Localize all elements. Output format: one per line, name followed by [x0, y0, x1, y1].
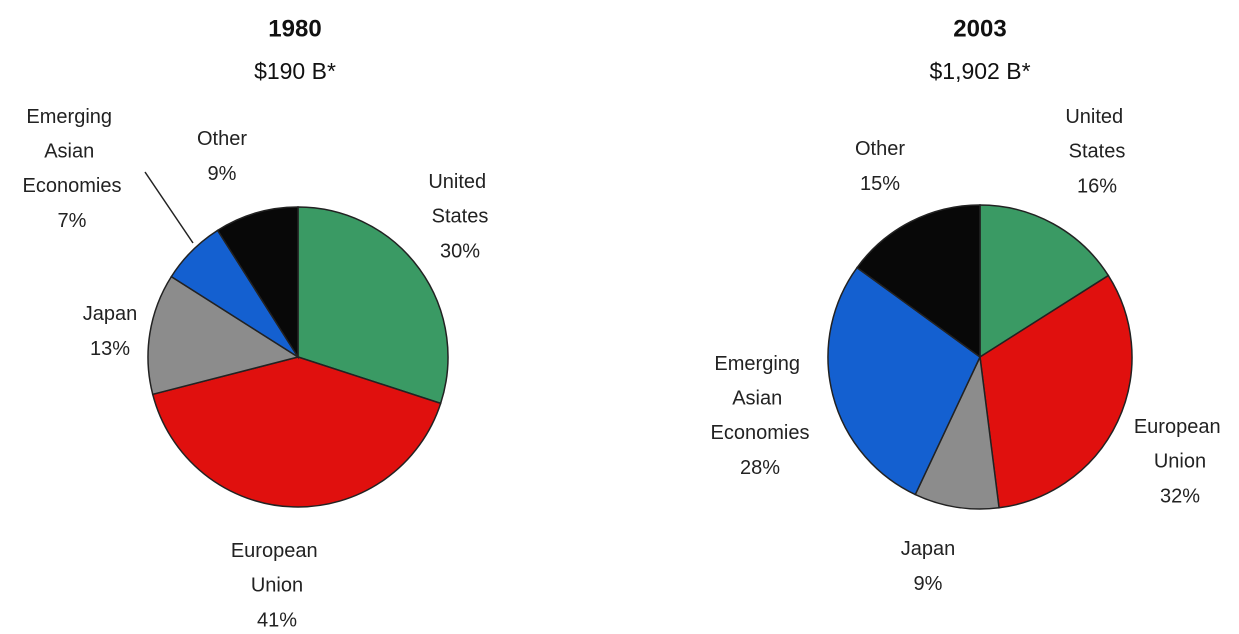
- slice-label: Japan: [901, 538, 956, 560]
- label-line: Other: [197, 128, 247, 150]
- label-line: Japan: [901, 538, 956, 560]
- slice-label: United States: [428, 171, 491, 228]
- slice-value: 9%: [914, 573, 943, 595]
- label-line: Union: [251, 575, 303, 597]
- slice-value: 13%: [90, 338, 130, 360]
- slice-value: 15%: [860, 173, 900, 195]
- slice-label: Other: [197, 128, 247, 150]
- chart-subtitle: $1,902 B*: [929, 58, 1030, 84]
- slice-label: European Union: [1134, 416, 1226, 473]
- label-line: Union: [1154, 451, 1206, 473]
- label-line: Economies: [23, 175, 122, 197]
- label-line: United: [428, 171, 491, 193]
- label-line: Other: [855, 138, 905, 160]
- chart-title: 2003: [953, 15, 1006, 42]
- label-line: States: [432, 206, 489, 228]
- slice-value: 16%: [1077, 175, 1117, 197]
- label-line: States: [1069, 141, 1126, 163]
- pie-slice: [147, 275, 300, 396]
- slice-label: European Union: [231, 540, 323, 597]
- pie-slice: [151, 356, 442, 508]
- pie-slice: [914, 354, 1000, 510]
- slice-value: 28%: [740, 457, 780, 479]
- label-line: Japan: [83, 303, 138, 325]
- label-line: European: [231, 540, 323, 562]
- slice-value: 32%: [1160, 485, 1200, 507]
- label-line: Economies: [711, 422, 810, 444]
- pie-slice: [979, 204, 1110, 359]
- pie-slice: [827, 266, 981, 496]
- slice-value: 7%: [58, 210, 87, 232]
- pie-slice: [216, 206, 299, 360]
- label-line: Emerging: [26, 106, 117, 128]
- slice-value: 30%: [440, 240, 480, 262]
- label-line: United: [1065, 106, 1128, 128]
- label-line: Emerging: [714, 353, 805, 375]
- pie-slice: [297, 206, 449, 405]
- label-line: Asian: [44, 141, 100, 163]
- label-line: Asian: [732, 388, 788, 410]
- slice-label: Emerging Asian Economies: [23, 106, 122, 197]
- label-line: European: [1134, 416, 1226, 438]
- slice-label: United States: [1065, 106, 1128, 163]
- slice-label: Emerging Asian Economies: [711, 353, 810, 444]
- slice-label: Japan: [83, 303, 138, 325]
- pie-slice: [855, 204, 981, 359]
- chart-title: 1980: [268, 15, 321, 42]
- slice-label: Other: [855, 138, 905, 160]
- pie-slice: [979, 274, 1133, 509]
- chart-subtitle: $190 B*: [254, 58, 336, 84]
- slice-value: 9%: [208, 163, 237, 185]
- slice-value: 41%: [257, 609, 297, 631]
- leader-line: [144, 171, 194, 244]
